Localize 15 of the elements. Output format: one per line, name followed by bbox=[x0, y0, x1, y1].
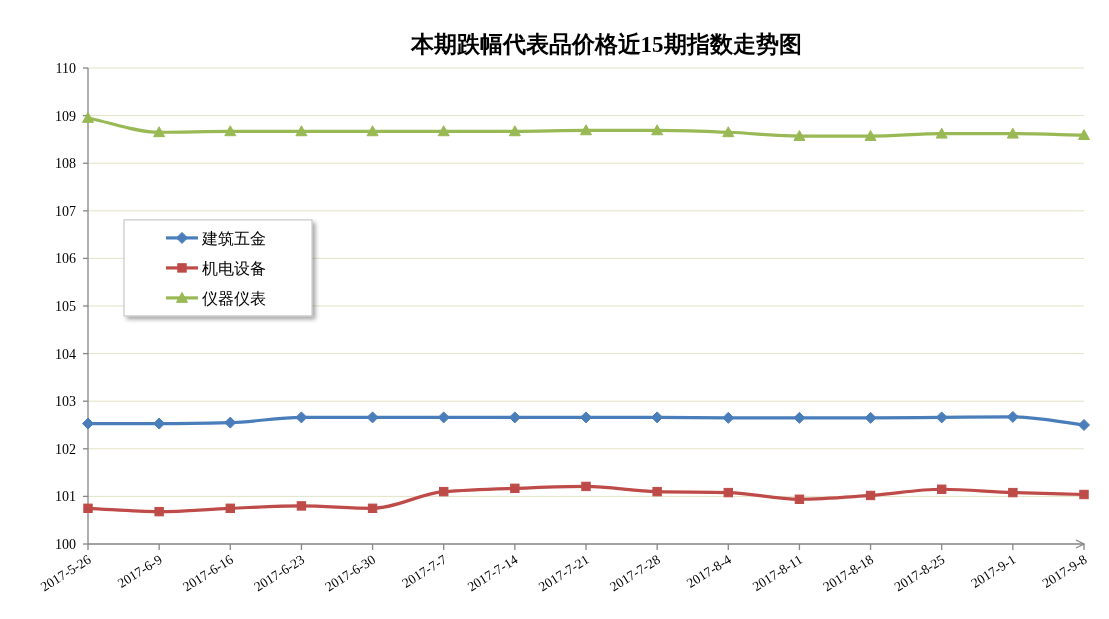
y-tick-label: 108 bbox=[55, 156, 76, 172]
legend-label: 仪器仪表 bbox=[202, 289, 266, 307]
y-tick-label: 103 bbox=[55, 394, 76, 410]
y-tick-label: 106 bbox=[55, 251, 76, 267]
y-tick-label: 102 bbox=[55, 441, 76, 457]
y-tick-label: 101 bbox=[55, 489, 76, 505]
legend-label: 机电设备 bbox=[202, 259, 266, 277]
title: 本期跌幅代表品价格近15期指数走势图 bbox=[410, 32, 802, 57]
y-tick-label: 109 bbox=[55, 108, 76, 124]
legend-label: 建筑五金 bbox=[202, 229, 266, 247]
y-tick-label: 100 bbox=[55, 537, 76, 552]
y-tick-label: 107 bbox=[55, 203, 76, 219]
y-tick-label: 104 bbox=[55, 346, 76, 362]
y-tick-label: 105 bbox=[55, 299, 76, 314]
y-tick-label: 110 bbox=[55, 61, 76, 76]
